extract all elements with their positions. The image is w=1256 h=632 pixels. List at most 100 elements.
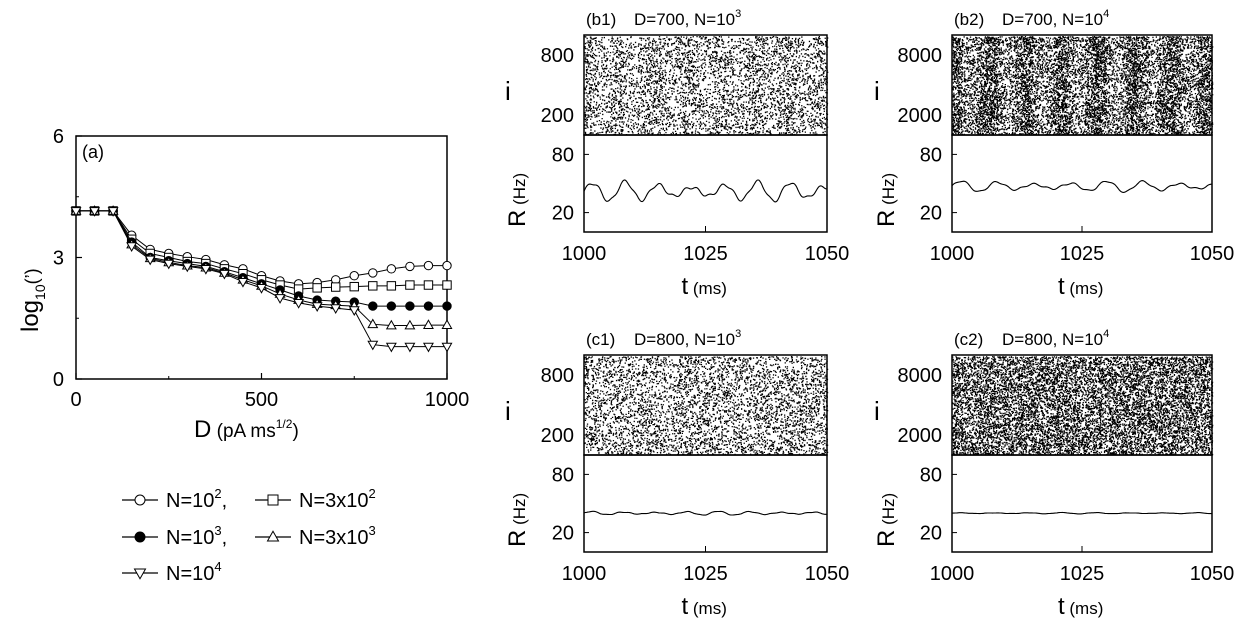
panel-b2-rate-ytick-label: 80 (920, 144, 942, 166)
panel-c2-raster-ylabel: i (874, 396, 880, 426)
panel-a-label: (a) (82, 142, 104, 162)
panel-a-frame (75, 135, 448, 380)
panel-a-ytick-label: 6 (53, 126, 64, 148)
panel-a-data-point (386, 301, 397, 311)
panel-b2-xlabel: t (ms) (1058, 273, 1103, 300)
legend-marker (133, 568, 147, 580)
panel-a-data-point (422, 342, 434, 353)
panel-c1-rate-ytick-label: 20 (552, 523, 574, 545)
panel-a-data-point (404, 342, 416, 353)
legend-entry-label: N=102, (166, 486, 227, 512)
panel-c2-rate-ylabel: R (Hz) (873, 493, 900, 547)
panel-a-data-point (218, 269, 230, 280)
panel-b2-spikes (952, 36, 1214, 136)
panel-a-data-point (442, 301, 452, 311)
panel-c1-rate-ytick-label: 80 (552, 464, 574, 486)
panel-b2-raster-ylabel: i (874, 76, 880, 106)
panel-a-data-point (442, 260, 452, 271)
panel-a-data-point (349, 281, 359, 292)
panel-a-data-point (367, 318, 379, 329)
panel-a-data-point (423, 260, 434, 271)
panel-b1-raster-ylabel: i (505, 76, 511, 106)
panel-b2-rate-ylabel: R (Hz) (873, 173, 900, 227)
panel-a-data-point (311, 302, 323, 312)
legend-marker (266, 530, 280, 542)
legend-entry-label: N=103, (166, 523, 227, 549)
panel-b1-spikes (584, 36, 829, 136)
panel-a-data-point (126, 242, 138, 253)
panel-b1-raster-ytick-label: 200 (541, 105, 574, 127)
legend-marker (267, 494, 279, 506)
legend-entry-label: N=3x102 (299, 486, 376, 512)
panel-c2-title: D=800, N=104 (1002, 328, 1109, 349)
panel-c2-label: (c2) (954, 330, 983, 349)
panel-c1-spikes (584, 356, 829, 456)
panel-c2-rate-ytick-label: 20 (920, 523, 942, 545)
panel-c2-spikes (952, 356, 1214, 456)
panel-a-data-point (368, 301, 378, 311)
panel-b1-raster-ytick-label: 800 (541, 45, 574, 67)
panel-b2-raster-ytick-label: 8000 (898, 45, 943, 67)
panel-a-xtick-label: 0 (70, 389, 81, 411)
panel-a-ytick-label: 3 (53, 248, 64, 270)
legend-entry-label: N=3x103 (299, 523, 376, 549)
panel-a-data-point (386, 281, 397, 291)
panel-a-data-point (385, 342, 397, 353)
panel-c1-raster-ytick-label: 200 (541, 425, 574, 447)
panel-b1-rate-line (583, 179, 828, 203)
panel-c1-rate-line (583, 510, 827, 516)
panel-a-data-point (423, 301, 434, 311)
panel-c2-raster-ytick-label: 8000 (898, 365, 943, 387)
panel-c1-rate-frame (583, 454, 828, 553)
panel-a-data-point (237, 277, 249, 288)
panel-c2-raster-ytick-label: 2000 (898, 425, 943, 447)
panel-b2-xtick-label: 1000 (930, 243, 975, 265)
panel-a-data-point (405, 261, 415, 272)
panel-a-xtick-label: 1000 (425, 389, 470, 411)
panel-c2-rate-line (951, 511, 1213, 515)
panel-b2-xtick-label: 1050 (1190, 243, 1235, 265)
panel-a-data-point (441, 319, 453, 329)
panel-c1-xlabel: t (ms) (682, 593, 727, 620)
panel-a-xlabel: D (pA ms1/2) (194, 416, 299, 443)
panel-a-data-point (348, 306, 360, 316)
panel-a-data-point (367, 340, 379, 351)
panel-a-data-point (405, 280, 415, 290)
panel-c1-raster (584, 356, 829, 456)
panel-a-data-point (312, 283, 322, 293)
panel-b1-xtick-label: 1000 (562, 243, 607, 265)
panel-c2-rate-ytick-label: 80 (920, 464, 942, 486)
panel-b2-raster (952, 36, 1214, 136)
panel-a-data-point (441, 342, 453, 353)
panel-a-data-point (442, 280, 452, 290)
panel-c2-raster (952, 356, 1214, 456)
panel-a-data-point (405, 301, 415, 311)
panel-b1-label: (b1) (586, 10, 616, 29)
panel-c2-rate-frame (951, 454, 1213, 553)
panel-b1-xtick-label: 1050 (805, 243, 850, 265)
panel-a-data-point (107, 207, 119, 217)
panel-c1-label: (c1) (586, 330, 615, 349)
panel-b1-xtick-label: 1025 (683, 243, 728, 265)
panel-a-data-point (368, 268, 378, 278)
panel-c2-xtick-label: 1025 (1060, 563, 1105, 585)
panel-b2-rate-line (951, 180, 1212, 193)
panel-c1-rate-ylabel: R (Hz) (504, 493, 531, 547)
panel-b1-title: D=700, N=103 (634, 8, 741, 29)
panel-a-data-point (423, 280, 434, 290)
panel-a-data-point (274, 294, 286, 304)
panel-a-data-point (89, 207, 101, 217)
panel-a-data-point (331, 282, 341, 292)
panel-c2-xtick-label: 1000 (930, 563, 975, 585)
panel-a-data-point (293, 299, 305, 309)
panel-b1-xlabel: t (ms) (682, 273, 727, 300)
panel-a-data-point (200, 264, 212, 275)
legend-entry-label: N=104 (166, 559, 222, 585)
panel-c1-title: D=800, N=103 (634, 328, 741, 349)
panel-b1-rate-ylabel: R (Hz) (504, 173, 531, 227)
panel-c1-xtick-label: 1000 (562, 563, 607, 585)
panel-b2-label: (b2) (954, 10, 984, 29)
panel-a-ytick-label: 0 (53, 369, 64, 391)
panel-a-data-point (422, 319, 434, 329)
